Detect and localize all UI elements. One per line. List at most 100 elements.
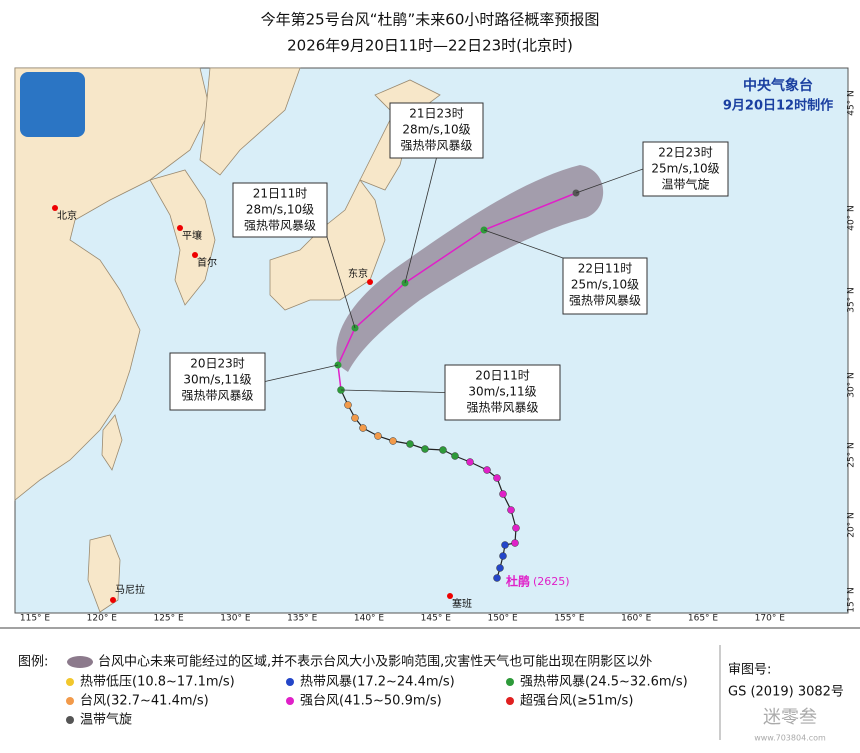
annotation-box [169, 352, 266, 411]
lat-label: 15° N [847, 587, 857, 613]
legend-dot [506, 697, 514, 705]
legend-dot [66, 716, 74, 724]
leader-line [326, 236, 356, 329]
city-label: 东京 [348, 267, 368, 280]
annotation-box [642, 141, 729, 197]
annotation-wind: 28m/s,10级 [402, 123, 470, 137]
leader-line [264, 364, 339, 382]
issued: 9月20日12时制作 [723, 98, 833, 114]
annotation-box [232, 182, 328, 238]
annotation-level: 强热带风暴级 [400, 139, 472, 153]
lon-label: 130° E [220, 614, 251, 624]
leader-line [483, 229, 564, 259]
lat-label: 40° N [847, 205, 857, 231]
track-point [507, 506, 515, 514]
city-label: 塞班 [452, 597, 472, 610]
track-point [374, 432, 382, 440]
city-label: 首尔 [197, 256, 217, 269]
annotation-wind: 25m/s,10级 [651, 162, 719, 176]
legend-cone-text: 台风中心未来可能经过的区域,并不表示台风大小及影响范围,灾害性天气也可能出现在阴… [98, 654, 652, 670]
typhoon-name: 杜鹃 [506, 574, 530, 589]
track-point [351, 414, 359, 422]
track-point [499, 490, 507, 498]
legend-label: 温带气旋 [80, 712, 132, 728]
annotation-wind: 30m/s,11级 [468, 385, 536, 399]
forecast-track [337, 192, 577, 391]
lat-label: 35° N [847, 287, 857, 313]
logo [20, 72, 85, 137]
lat-label: 25° N [847, 442, 857, 468]
city-label: 马尼拉 [115, 583, 145, 596]
track-point [483, 466, 491, 474]
annotation-box [444, 364, 561, 421]
legend-cone [67, 656, 93, 668]
legend-label: 热带低压(10.8~17.1m/s) [80, 675, 235, 690]
annotation-time: 21日23时 [409, 107, 464, 121]
track-point [499, 552, 507, 560]
legend-dot [66, 697, 74, 705]
annotation-level: 强热带风暴级 [569, 294, 641, 308]
legend-label: 热带风暴(17.2~24.4m/s) [300, 675, 455, 690]
lat-label: 45° N [847, 90, 857, 116]
leader-line [575, 168, 644, 194]
lon-label: 140° E [354, 614, 385, 624]
lat-label: 20° N [847, 512, 857, 538]
lon-label: 170° E [755, 614, 786, 624]
title: 今年第25号台风“杜鹃”未来60小时路径概率预报图 [261, 11, 600, 29]
forecast-cone [336, 165, 604, 372]
lon-label: 150° E [487, 614, 518, 624]
track-point [451, 452, 459, 460]
annotation-box [389, 102, 484, 159]
annotation-time: 20日11时 [475, 369, 530, 383]
track-point [512, 524, 520, 532]
watermark-url: www.703804.com [754, 734, 826, 743]
agency: 中央气象台 [743, 77, 813, 94]
lon-label: 155° E [554, 614, 585, 624]
watermark: 迷零叁 [763, 707, 817, 728]
track-point [493, 574, 501, 582]
city-label: 平壤 [182, 229, 202, 242]
city-dot [110, 597, 116, 603]
legend-dot [286, 697, 294, 705]
lon-label: 120° E [87, 614, 118, 624]
track-point [421, 445, 429, 453]
city-label: 北京 [57, 209, 77, 222]
annotation-time: 22日11时 [578, 262, 633, 276]
lon-label: 165° E [688, 614, 719, 624]
track-point [389, 437, 397, 445]
annotation-box [562, 257, 648, 315]
typhoon-code: (2625) [533, 575, 570, 588]
legend-title: 图例: [18, 655, 48, 670]
annotation-level: 强热带风暴级 [181, 389, 253, 403]
lon-label: 160° E [621, 614, 652, 624]
annotation-level: 温带气旋 [661, 177, 709, 192]
track-point [359, 424, 367, 432]
review-number: GS (2019) 3082号 [728, 685, 844, 700]
lon-label: 115° E [20, 614, 51, 624]
track-point [501, 541, 509, 549]
track-point [466, 458, 474, 466]
annotation-time: 20日23时 [190, 357, 245, 371]
annotation-level: 强热带风暴级 [244, 219, 316, 233]
annotation-time: 21日11时 [253, 187, 308, 201]
lon-label: 135° E [287, 614, 318, 624]
legend-label: 强台风(41.5~50.9m/s) [300, 694, 442, 709]
legend-label: 台风(32.7~41.4m/s) [80, 694, 209, 709]
track-point [344, 401, 352, 409]
legend-label: 强热带风暴(24.5~32.6m/s) [520, 675, 688, 690]
annotation-level: 强热带风暴级 [466, 401, 538, 415]
legend-dot [66, 678, 74, 686]
annotation-wind: 25m/s,10级 [571, 278, 639, 292]
lat-label: 30° N [847, 372, 857, 398]
track-point [493, 474, 501, 482]
lon-label: 145° E [421, 614, 452, 624]
city-dot [177, 225, 183, 231]
subtitle: 2026年9月20日11时—22日23时(北京时) [287, 37, 573, 55]
track-point [511, 539, 519, 547]
city-dot [52, 205, 58, 211]
track-point [439, 446, 447, 454]
legend-dot [286, 678, 294, 686]
annotation-wind: 28m/s,10级 [246, 203, 314, 217]
annotation-wind: 30m/s,11级 [183, 373, 251, 387]
city-dot [192, 252, 198, 258]
